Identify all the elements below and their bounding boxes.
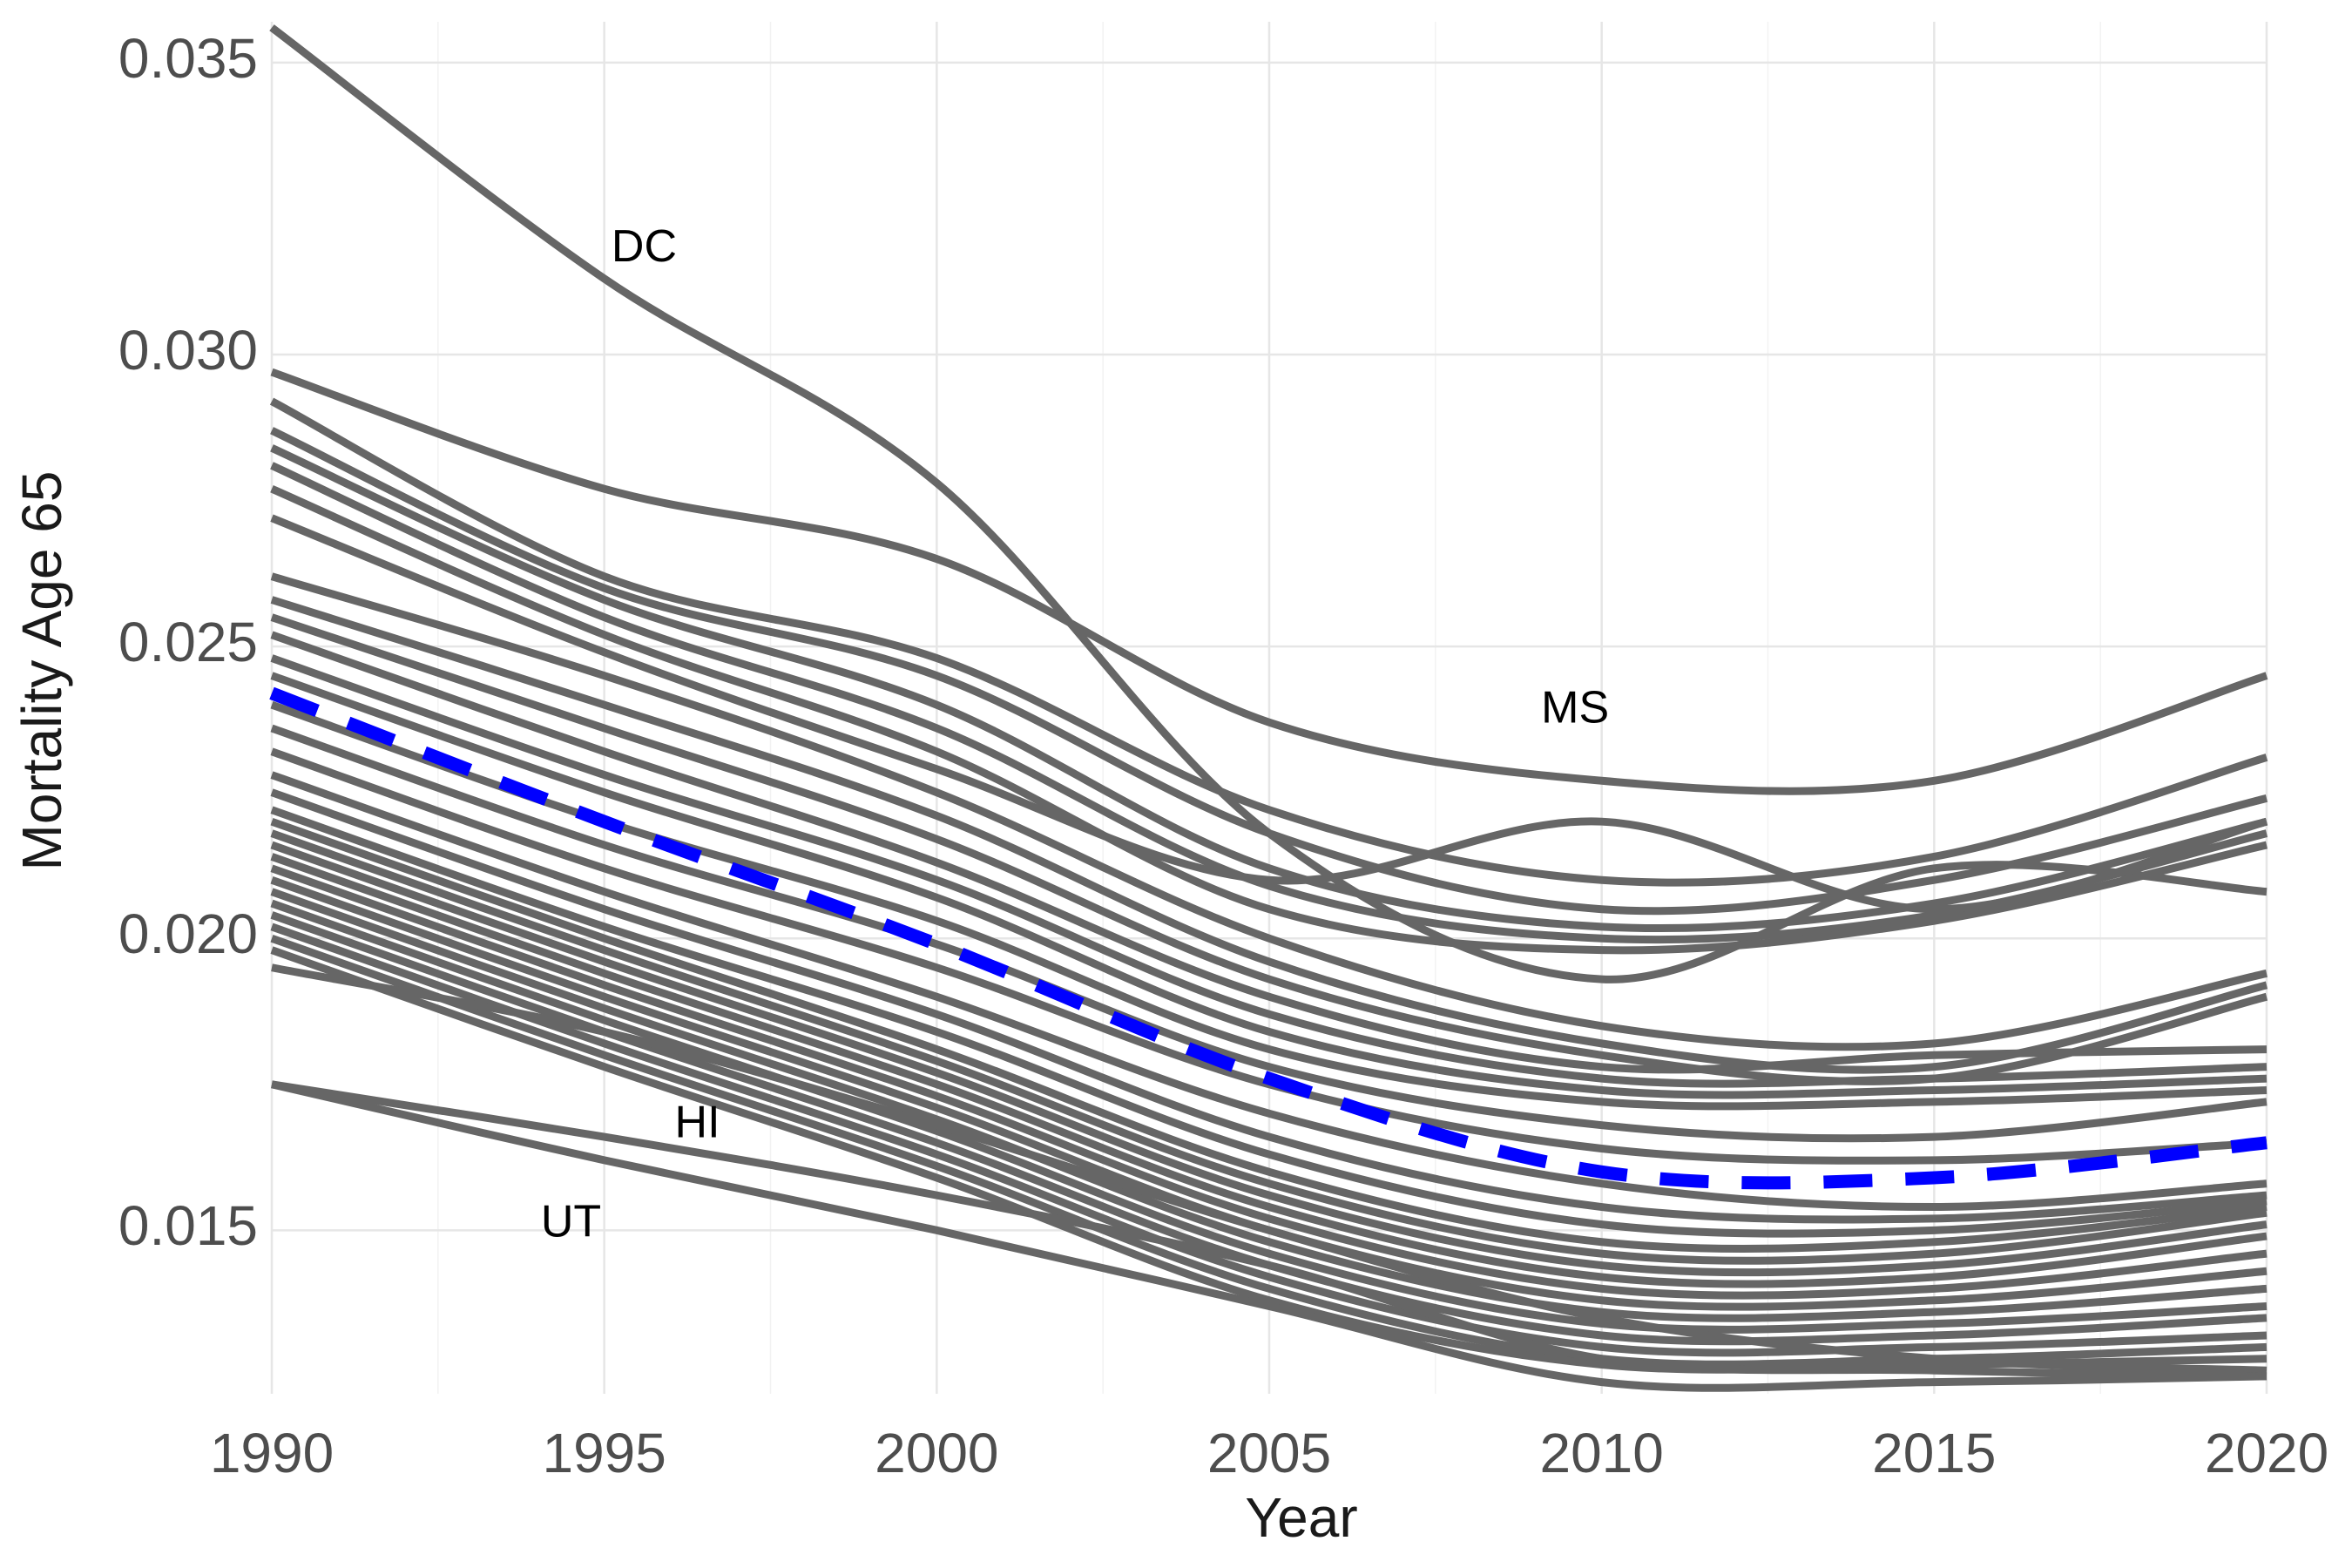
series-line-s10 <box>270 596 2268 1074</box>
series-line-s28 <box>270 899 2268 1334</box>
series-line-s4 <box>270 427 2268 916</box>
y-tick-label: 0.015 <box>118 1194 258 1257</box>
y-tick-label: 0.035 <box>118 27 258 90</box>
x-tick-label: 1995 <box>542 1422 666 1484</box>
x-axis-title: Year <box>1245 1486 1357 1549</box>
y-axis-ticks: 0.015 0.020 0.025 0.030 0.035 <box>118 27 258 1257</box>
series-line-s32 <box>270 946 2268 1374</box>
series-line-s13 <box>270 654 2268 1088</box>
x-tick-label: 2015 <box>1872 1422 1996 1484</box>
series-line-s19 <box>270 788 2268 1224</box>
series-lines <box>269 24 2268 1392</box>
x-tick-label: 2020 <box>2205 1422 2328 1484</box>
series-line-dc <box>269 24 2268 983</box>
series-line-s18 <box>270 771 2268 1212</box>
annotations: DC MS HI UT <box>541 221 1609 1247</box>
series-line-s7 <box>270 485 2268 955</box>
y-tick-label: 0.020 <box>118 902 258 965</box>
series-line-s8 <box>270 514 2268 914</box>
y-tick-label: 0.025 <box>118 611 258 673</box>
series-line-s16 <box>270 724 2268 1143</box>
annotation-hi: HI <box>675 1097 720 1147</box>
series-line-s12 <box>270 631 2268 1074</box>
series-line-s25 <box>270 864 2268 1300</box>
y-tick-label: 0.030 <box>118 319 258 382</box>
annotation-dc: DC <box>612 221 677 272</box>
series-line-average <box>269 686 2268 1190</box>
series-line-s5 <box>270 444 2268 933</box>
annotation-ms: MS <box>1541 683 1609 733</box>
grid <box>270 22 2268 1394</box>
x-tick-label: 2010 <box>1539 1422 1663 1484</box>
series-line-s23 <box>270 841 2268 1277</box>
series-line-s21 <box>270 817 2268 1253</box>
y-axis-title: Mortality Age 65 <box>10 471 73 871</box>
series-line-s20 <box>270 806 2268 1238</box>
series-line-hi <box>271 1080 2268 1381</box>
series-line-s33 <box>271 963 2268 1375</box>
series-line-s24 <box>270 853 2268 1288</box>
x-tick-label: 2005 <box>1207 1422 1331 1484</box>
series-line-s3 <box>269 397 2268 887</box>
x-tick-label: 1990 <box>210 1422 334 1484</box>
series-line-s9 <box>270 572 2268 1051</box>
series-line-ms <box>270 368 2268 795</box>
series-line-s27 <box>270 888 2268 1322</box>
series-line-ut <box>270 1080 2268 1392</box>
series-line-s14 <box>270 672 2268 1099</box>
x-tick-label: 2000 <box>875 1422 998 1484</box>
series-line-s30 <box>270 923 2268 1357</box>
annotation-ut: UT <box>541 1196 601 1247</box>
x-axis-ticks: 1990 1995 2000 2005 2010 2015 2020 <box>210 1422 2328 1484</box>
series-line-s22 <box>270 829 2268 1265</box>
